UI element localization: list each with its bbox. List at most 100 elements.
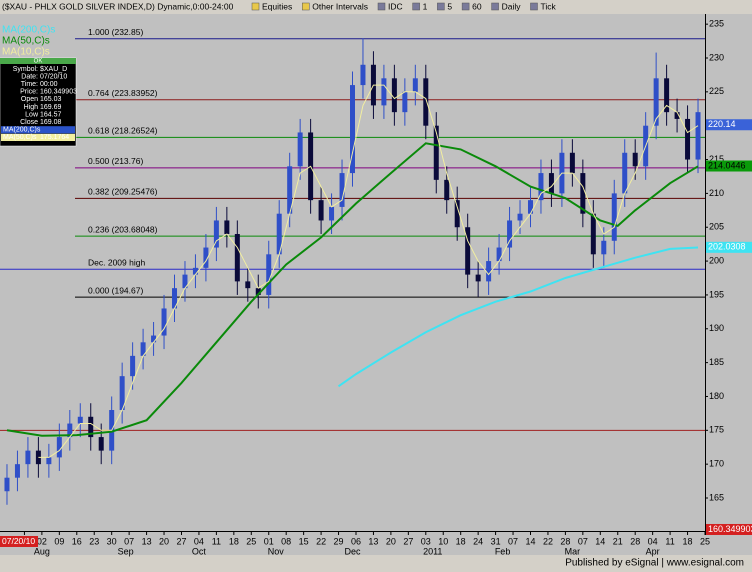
x-tick-label: 04 <box>194 536 204 546</box>
x-tick-label: 25 <box>700 536 710 546</box>
x-tick-label: 04 <box>648 536 658 546</box>
level-label: 0.618 (218.26524) <box>88 126 158 136</box>
x-tick-label: 11 <box>665 536 674 546</box>
y-tick-label: 190 <box>709 323 724 333</box>
toolbar-icon <box>251 2 260 11</box>
candle-body <box>538 173 544 201</box>
candle-body <box>402 91 408 113</box>
x-tick-label: 08 <box>281 536 291 546</box>
y-tick-label: 230 <box>709 52 724 62</box>
x-tick-label: 14 <box>525 536 535 546</box>
chart-title: ($XAU - PHLX GOLD SILVER INDEX,D) Dynami… <box>2 1 234 11</box>
candle-body <box>350 85 355 174</box>
month-label: 2011 <box>423 546 442 556</box>
toolbar <box>0 0 752 14</box>
data-window-key: Symbol: <box>13 66 38 73</box>
x-tick-label: 18 <box>683 536 693 546</box>
candle-body <box>664 78 670 113</box>
x-tick-label: 20 <box>159 536 169 546</box>
data-window-value: 164.57 <box>40 111 62 118</box>
x-tick-label: 09 <box>54 536 64 546</box>
month-label: Nov <box>268 546 285 556</box>
candle-body <box>192 267 198 275</box>
candle-body <box>580 173 586 214</box>
x-tick-label: 18 <box>229 536 239 546</box>
toolbar-button[interactable]: 5 <box>447 1 452 11</box>
candle-body <box>391 78 397 113</box>
x-axis-band <box>0 535 752 555</box>
plot-background <box>0 14 752 535</box>
x-tick-label: 15 <box>299 536 309 546</box>
candle-body <box>130 355 136 377</box>
toolbar-button[interactable]: Daily <box>502 1 522 11</box>
data-window-value: 169.69 <box>40 104 62 111</box>
price-tag-label: 214.0446 <box>708 160 746 170</box>
x-tick-label: 30 <box>107 536 117 546</box>
toolbar-icon <box>377 2 386 11</box>
x-tick-label: 27 <box>176 536 186 546</box>
data-window-key: MA(200,C)s <box>3 127 41 134</box>
candle-body <box>4 477 10 492</box>
x-tick-label: 02 <box>37 536 47 546</box>
candle-body <box>161 308 167 336</box>
toolbar-button[interactable]: Tick <box>540 1 556 11</box>
candle-body <box>56 437 62 458</box>
x-tick-label: 23 <box>89 536 99 546</box>
price-tag-label: 202.0308 <box>708 242 746 252</box>
toolbar-button[interactable]: 60 <box>472 1 482 11</box>
candle-body <box>507 220 513 248</box>
x-tick-label: 29 <box>334 536 344 546</box>
x-tick-label: 28 <box>630 536 640 546</box>
candle-body <box>287 166 293 214</box>
candle-body <box>412 78 418 92</box>
candle-body <box>486 261 492 282</box>
x-tick-label: 14 <box>595 536 605 546</box>
candle-body <box>685 118 691 160</box>
x-tick-label: 22 <box>543 536 553 546</box>
footer-band <box>0 555 752 572</box>
y-tick-label: 175 <box>709 425 724 435</box>
y-tick-label: 185 <box>709 357 724 367</box>
candle-body <box>318 200 324 221</box>
x-tick-label: 18 <box>456 536 466 546</box>
month-label: Feb <box>495 546 511 556</box>
x-tick-label: 25 <box>246 536 256 546</box>
legend-entry: MA(200,C)s <box>2 25 55 36</box>
level-label: 0.764 (223.83952) <box>88 88 158 98</box>
candle-body <box>88 416 94 438</box>
toolbar-button[interactable]: 1 <box>423 1 428 11</box>
level-label: 0.000 (194.67) <box>88 285 143 295</box>
data-window-key: Time: <box>21 81 38 88</box>
data-window-value: 169.08 <box>40 119 62 126</box>
candle-body <box>381 78 387 106</box>
x-tick-label: 16 <box>72 536 82 546</box>
candle-body <box>632 152 638 167</box>
candle-body <box>297 132 303 167</box>
candle-body <box>496 247 502 262</box>
cursor-date-bg <box>0 536 38 547</box>
level-label: 0.500 (213.76) <box>88 156 143 166</box>
data-window-value: 07/20/10 <box>40 73 67 80</box>
toolbar-button[interactable]: Equities <box>262 1 292 11</box>
level-label: 1.000 (232.85) <box>88 27 143 37</box>
x-tick-label: 24 <box>473 536 483 546</box>
y-tick-label: 205 <box>709 222 724 232</box>
candle-body <box>674 112 680 119</box>
candle-body <box>454 200 460 228</box>
ma-line <box>6 142 699 437</box>
candle-body <box>213 220 219 248</box>
candle-body <box>46 457 52 465</box>
data-window-key: Date: <box>21 73 38 80</box>
price-tag <box>706 523 752 535</box>
price-tag <box>706 119 752 131</box>
toolbar-button[interactable]: IDC <box>388 1 403 11</box>
candle-body <box>695 112 701 160</box>
x-tick-label: 13 <box>368 536 378 546</box>
toolbar-button[interactable]: Other Intervals <box>312 1 368 11</box>
x-tick-label: 10 <box>438 536 448 546</box>
data-window-key: MA(50,C)s <box>3 134 37 141</box>
ma-line <box>38 84 699 458</box>
candle-body <box>444 179 450 201</box>
x-tick-label: 07 <box>508 536 518 546</box>
